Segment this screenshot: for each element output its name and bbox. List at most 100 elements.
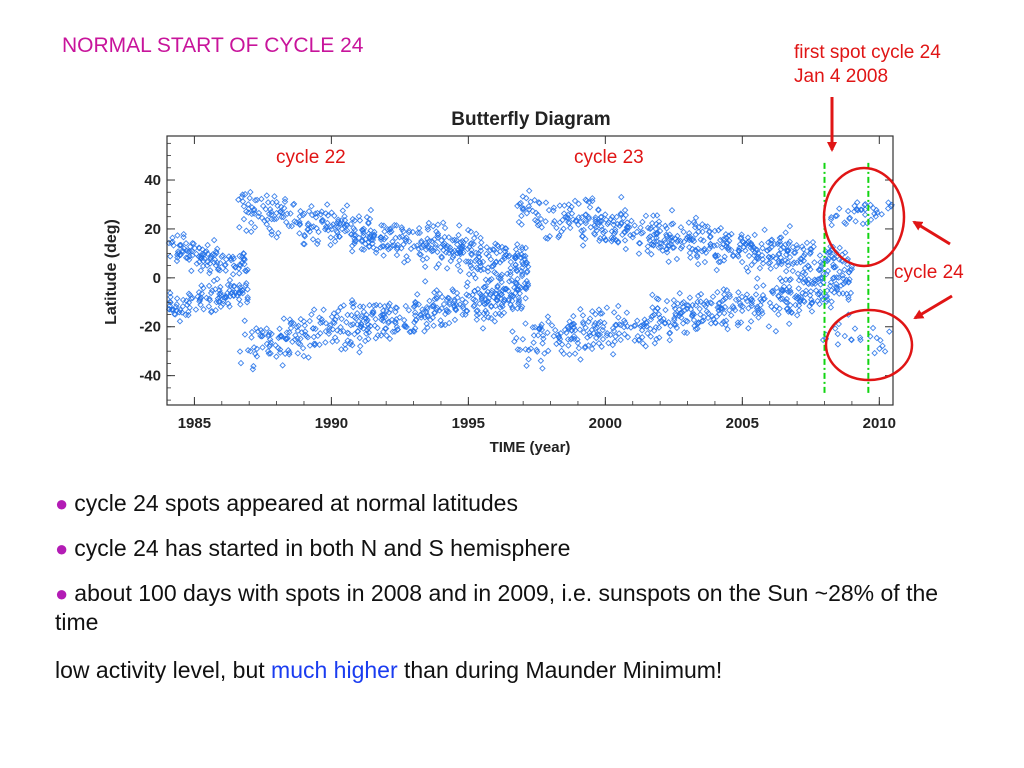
scatter-point [360,246,368,253]
scatter-point [816,300,823,308]
scatter-point [480,284,488,291]
scatter-point [834,330,842,338]
scatter-point [305,354,312,361]
scatter-point [320,306,327,314]
scatter-point [356,334,363,342]
scatter-point [468,251,475,259]
summary-text-end: than during Maunder Minimum! [397,657,723,683]
scatter-point [361,337,369,345]
scatter-point [300,352,308,360]
scatter-point [197,301,204,309]
scatter-point [604,220,611,228]
scatter-point [835,290,843,297]
scatter-point [396,233,403,241]
scatter-point [742,240,749,247]
scatter-point [824,267,832,275]
scatter-point [221,262,229,269]
scatter-point [754,275,761,282]
scatter-point [613,321,620,329]
scatter-point [782,229,789,236]
scatter-point [296,221,304,228]
butterfly-chart: Butterfly Diagram 1985 1990 1995 2000 2005 20… [103,97,964,456]
scatter-point [700,237,707,244]
scatter-point [236,252,243,260]
scatter-point [717,258,724,265]
scatter-point [590,230,598,237]
scatter-point [206,260,214,267]
scatter-point [341,341,349,348]
scatter-point [483,300,490,307]
scatter-point [288,222,296,230]
scatter-point [349,341,356,349]
scatter-point [424,312,431,319]
scatter-point [637,224,644,231]
scatter-point [782,267,790,275]
scatter-point [740,239,747,246]
scatter-point [769,289,777,297]
scatter-point [471,287,478,295]
scatter-point [318,316,325,323]
scatter-point [240,256,247,263]
scatter-point [689,301,696,309]
scatter-point [247,219,255,227]
scatter-point [655,311,663,318]
scatter-point [559,216,566,224]
scatter-point [585,198,593,206]
scatter-point [236,281,243,289]
scatter-point [795,285,802,292]
scatter-point [186,291,194,299]
scatter-point [308,311,315,318]
scatter-point [431,243,439,251]
scatter-point [552,326,559,334]
scatter-point [380,252,387,259]
scatter-point [294,327,302,335]
scatter-point [519,336,527,343]
scatter-point [495,274,502,282]
scatter-point [617,211,625,219]
scatter-point [441,224,449,232]
scatter-point [281,195,289,203]
scatter-point [465,271,473,278]
scatter-point [777,234,785,241]
scatter-point [208,307,216,315]
scatter-point [686,294,694,301]
scatter-point [663,231,670,238]
scatter-point [176,251,183,259]
scatter-point [523,194,530,202]
scatter-point [496,290,504,297]
scatter-point [205,303,213,310]
scatter-point [471,257,479,265]
scatter-point [179,296,187,304]
scatter-point [477,244,484,251]
scatter-point [601,234,608,241]
scatter-point [369,307,377,315]
scatter-point [597,310,604,317]
scatter-point [795,302,803,309]
scatter-point [235,196,242,203]
scatter-point [498,301,506,308]
scatter-point [266,341,274,349]
scatter-point [749,246,756,253]
scatter-point [772,327,780,335]
scatter-point [680,298,687,306]
scatter-point [668,234,676,241]
scatter-point [556,335,564,343]
scatter-point [512,279,519,286]
scatter-point [705,309,712,317]
scatter-point [690,237,698,245]
x-tick-label: 1995 [452,415,485,432]
scatter-point [283,329,291,336]
scatter-point [807,288,815,295]
scatter-point [490,246,498,254]
scatter-point [582,343,589,350]
scatter-point [554,331,562,338]
scatter-point [380,222,388,229]
scatter-point [262,205,270,213]
scatter-point [523,209,531,217]
scatter-point [245,209,252,216]
scatter-point [596,331,603,338]
scatter-point [712,253,719,261]
scatter-point [235,270,243,277]
scatter-point [797,295,804,303]
scatter-point [366,301,373,309]
